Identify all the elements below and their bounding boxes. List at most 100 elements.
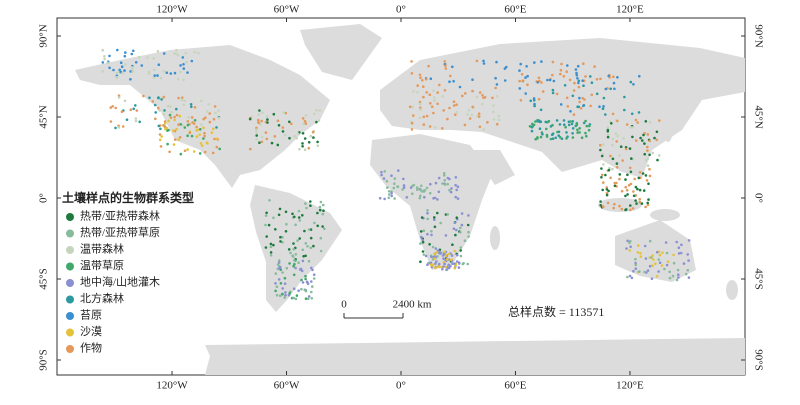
sample-point <box>296 239 299 242</box>
legend-marker <box>66 295 74 304</box>
sample-point <box>546 78 549 82</box>
sample-point <box>457 262 461 265</box>
sample-point <box>307 141 311 144</box>
sample-point <box>275 285 279 289</box>
sample-point <box>215 145 219 149</box>
sample-point <box>433 257 437 260</box>
sample-point <box>292 247 296 251</box>
sample-point <box>134 104 137 107</box>
sample-point <box>433 96 436 99</box>
sample-point <box>455 111 459 114</box>
sample-point <box>456 197 460 200</box>
sample-point <box>531 125 534 128</box>
sample-point <box>526 83 529 86</box>
sample-point <box>432 89 435 93</box>
sample-point <box>578 96 581 100</box>
sample-point <box>175 127 178 131</box>
sample-point <box>309 204 312 207</box>
lon-label: 120°E <box>616 380 644 392</box>
sample-point <box>677 276 680 279</box>
sample-point <box>534 137 537 141</box>
sample-point <box>154 111 157 114</box>
sample-point <box>629 170 633 174</box>
sample-point <box>430 233 433 237</box>
sample-point <box>537 97 541 101</box>
sample-point <box>625 208 628 211</box>
sample-point <box>628 274 632 278</box>
sample-point <box>114 126 117 130</box>
sample-point <box>436 198 439 201</box>
sample-point <box>461 94 464 98</box>
sample-point <box>454 176 458 179</box>
sample-point <box>124 51 127 54</box>
legend-label: 苔原 <box>80 308 102 322</box>
sample-point <box>613 184 617 188</box>
sample-point <box>444 254 448 257</box>
sample-point <box>411 192 414 195</box>
sample-point <box>452 227 456 230</box>
sample-point <box>636 187 639 191</box>
sample-point <box>518 87 522 90</box>
sample-point <box>540 81 543 84</box>
sample-point <box>313 112 316 116</box>
sample-point <box>196 128 200 132</box>
sample-point <box>449 190 453 194</box>
sample-point <box>671 274 675 278</box>
sample-point <box>459 246 463 249</box>
sample-point <box>575 73 579 77</box>
sample-point <box>176 54 180 57</box>
sample-point <box>276 143 280 147</box>
sample-point <box>444 234 448 237</box>
sample-point <box>448 106 451 110</box>
sample-point <box>648 153 651 157</box>
sample-point <box>638 74 641 78</box>
sample-point <box>283 134 287 137</box>
sample-point <box>393 177 397 180</box>
sample-point <box>293 134 296 138</box>
sample-point <box>452 79 455 83</box>
sample-point <box>266 118 269 121</box>
sample-point <box>578 100 581 104</box>
sample-point <box>109 106 113 109</box>
sample-point <box>301 248 305 252</box>
sample-point <box>587 128 591 132</box>
sample-point <box>604 173 607 177</box>
sample-point <box>626 275 629 279</box>
sample-point <box>601 173 604 177</box>
sample-point <box>181 124 184 127</box>
sample-point <box>304 289 308 293</box>
sample-point <box>422 229 426 232</box>
sample-point <box>387 193 391 196</box>
sample-point <box>315 108 318 112</box>
sample-point <box>637 111 641 114</box>
sample-point <box>443 89 447 92</box>
sample-point <box>642 133 645 137</box>
sample-point <box>538 79 541 83</box>
sample-point <box>521 79 525 82</box>
sample-point <box>628 249 631 252</box>
sample-point <box>600 176 603 179</box>
sample-point <box>190 105 193 109</box>
sample-point <box>311 285 314 288</box>
sample-point <box>605 186 609 189</box>
sample-point <box>198 152 202 155</box>
sample-point <box>638 270 641 273</box>
sample-point <box>558 135 562 139</box>
sample-point <box>248 117 252 121</box>
sample-point <box>313 221 316 225</box>
sample-point <box>614 132 618 135</box>
sample-point <box>193 50 196 54</box>
sample-point <box>447 263 451 267</box>
sample-point <box>272 112 276 116</box>
sample-point <box>426 232 429 236</box>
sample-point <box>380 170 383 174</box>
sample-point <box>584 131 587 135</box>
legend-label: 北方森林 <box>80 291 124 305</box>
sample-point <box>166 104 170 108</box>
sample-point <box>279 265 282 269</box>
sample-point <box>613 181 617 185</box>
sample-point <box>180 98 184 102</box>
sample-point <box>415 186 419 189</box>
sample-point <box>651 264 654 268</box>
sample-point <box>112 68 115 72</box>
